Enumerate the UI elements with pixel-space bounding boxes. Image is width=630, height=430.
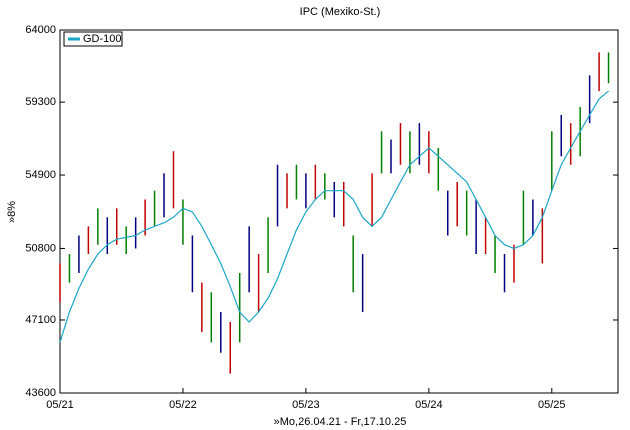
legend-box [63,31,123,47]
y-tick-label: 47100 [25,314,56,326]
x-tick-label: 05/24 [415,399,443,411]
x-tick-label: 05/21 [46,399,74,411]
legend-label: GD-100 [83,33,122,45]
y-axis-label: »8% [6,201,18,223]
moving-average-line [59,90,609,343]
chart-title: IPC (Mexiko-St.) [300,6,381,18]
y-tick-label: 50800 [25,242,56,254]
x-tick-label: 05/22 [169,399,197,411]
y-tick-label: 54900 [25,169,56,181]
x-tick-label: 05/25 [538,399,566,411]
y-tick-label: 59300 [25,96,56,108]
x-axis-label: »Mo,26.04.21 - Fr,17.10.25 [274,416,407,428]
x-tick-label: 05/23 [292,399,320,411]
plot-frame [59,29,619,394]
y-tick-label: 64000 [25,24,56,36]
y-tick-label: 43600 [25,387,56,399]
